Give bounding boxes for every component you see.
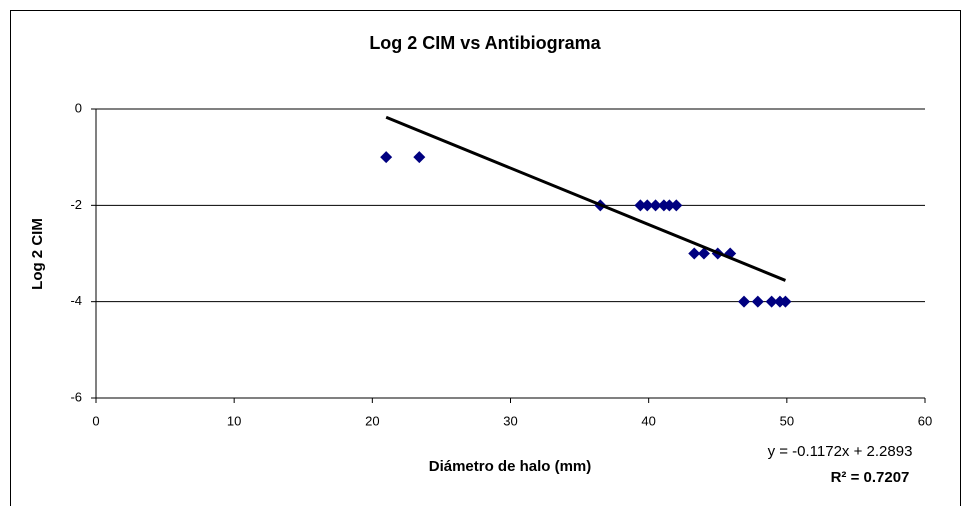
point bbox=[649, 199, 662, 212]
trendline-equation: y = -0.1172x + 2.2893 bbox=[768, 443, 913, 460]
point bbox=[380, 151, 393, 164]
x-tick-label: 50 bbox=[780, 413, 794, 428]
trendline bbox=[385, 115, 787, 282]
y-tick-label: -4 bbox=[70, 293, 82, 308]
x-tick-label: 10 bbox=[227, 413, 241, 428]
point bbox=[670, 199, 683, 212]
y-tick-label: 0 bbox=[75, 100, 82, 115]
point bbox=[738, 295, 751, 308]
chart-frame bbox=[10, 10, 961, 506]
x-tick-label: 0 bbox=[92, 413, 99, 428]
x-axis-label: Diámetro de halo (mm) bbox=[429, 458, 592, 475]
point bbox=[688, 247, 701, 260]
point bbox=[779, 295, 792, 308]
point bbox=[751, 295, 764, 308]
point bbox=[634, 199, 647, 212]
x-tick-label: 20 bbox=[365, 413, 379, 428]
x-tick-label: 30 bbox=[503, 413, 517, 428]
point bbox=[413, 151, 426, 164]
r-squared: R² = 0.7207 bbox=[831, 469, 910, 486]
point bbox=[663, 199, 676, 212]
point bbox=[697, 247, 710, 260]
y-tick-label: -2 bbox=[70, 197, 82, 212]
y-tick-label: -6 bbox=[70, 389, 82, 404]
y-axis-label: Log 2 CIM bbox=[29, 218, 46, 290]
x-tick-label: 60 bbox=[918, 413, 932, 428]
x-tick-label: 40 bbox=[641, 413, 655, 428]
chart-title: Log 2 CIM vs Antibiograma bbox=[369, 33, 601, 53]
point bbox=[641, 199, 654, 212]
point bbox=[765, 295, 778, 308]
